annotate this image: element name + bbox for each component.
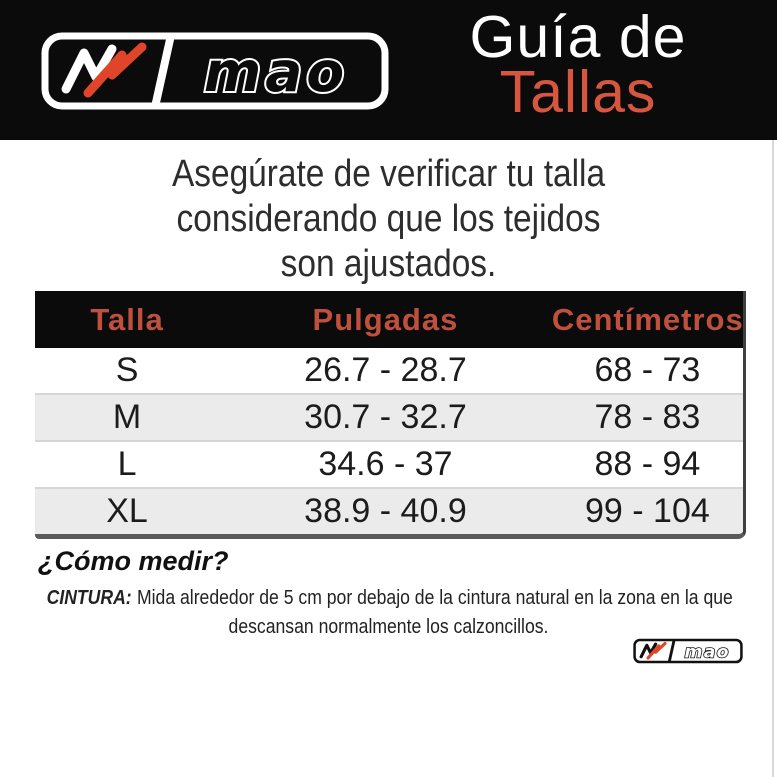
table-row-l: L 34.6 - 37 88 - 94 [35, 440, 743, 487]
cell-pulgadas: 30.7 - 32.7 [304, 398, 467, 436]
lightning-icon [639, 642, 658, 659]
cintura-label: CINTURA: [46, 587, 132, 609]
page-title: Guía de Tallas [418, 4, 738, 125]
cell-pulgadas: 26.7 - 28.7 [304, 351, 467, 389]
mao-logo: mao [41, 32, 389, 110]
page-edge-line [772, 140, 774, 777]
cell-pulgadas: 34.6 - 37 [318, 445, 453, 483]
cintura-text-2: descansan normalmente los calzoncillos. [228, 616, 549, 638]
measure-instructions: CINTURA: Mida alrededor de 5 cm por debaj… [46, 584, 733, 642]
title-line-1: Guía de [469, 4, 687, 70]
title-line-2: Tallas [499, 59, 657, 125]
logo-divider [667, 639, 676, 663]
cell-centimetros: 88 - 94 [594, 445, 701, 483]
cell-centimetros: 99 - 104 [585, 492, 710, 530]
mao-logo-small: mao [633, 638, 743, 664]
intro-text: Asegúrate de verificar tu talla consider… [47, 152, 731, 287]
lightning-icon [61, 44, 117, 94]
column-header-pulgadas: Pulgadas [312, 301, 459, 337]
logo-wordmark: mao [685, 642, 730, 662]
table-row-m: M 30.7 - 32.7 78 - 83 [35, 393, 743, 440]
cell-talla: XL [106, 492, 148, 530]
intro-line-1: Asegúrate de verificar tu talla [171, 153, 606, 195]
lightning-accent-icon [646, 641, 667, 660]
cell-talla: M [112, 398, 142, 436]
intro-line-2: considerando que los tejidos [176, 198, 601, 240]
table-row-s: S 26.7 - 28.7 68 - 73 [35, 348, 743, 393]
cell-talla: S [115, 351, 139, 389]
logo-wordmark: mao [204, 40, 348, 104]
cell-centimetros: 68 - 73 [594, 351, 701, 389]
cell-pulgadas: 38.9 - 40.9 [304, 492, 467, 530]
cintura-line-1: CINTURA: Mida alrededor de 5 cm por debaj… [46, 584, 733, 613]
size-table: Talla Pulgadas Centímetros S 26.7 - 28.7… [35, 291, 746, 539]
table-row-xl: XL 38.9 - 40.9 99 - 104 [35, 487, 743, 534]
column-header-talla: Talla [90, 301, 164, 337]
column-header-centimetros: Centímetros [551, 301, 744, 337]
cell-talla: L [117, 445, 137, 483]
how-to-measure-title: ¿Cómo medir? [38, 546, 229, 576]
header-band: mao Guía de Tallas [0, 0, 777, 140]
cintura-text-1: Mida alrededor de 5 cm por debajo de la … [136, 587, 733, 609]
cell-centimetros: 78 - 83 [594, 398, 701, 436]
intro-line-3: son ajustados. [280, 243, 497, 285]
logo-divider [151, 34, 175, 108]
size-table-header: Talla Pulgadas Centímetros [35, 291, 743, 348]
lightning-accent-icon [83, 42, 147, 98]
